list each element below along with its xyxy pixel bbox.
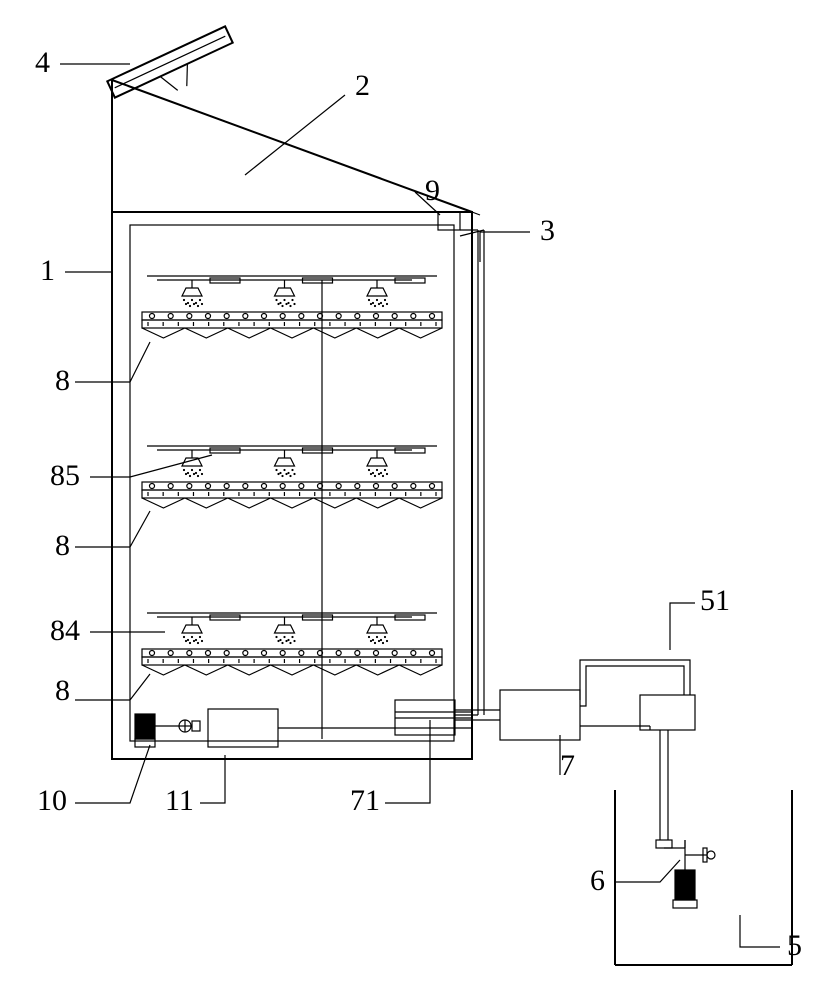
schematic-diagram: 1 2 3 4 5 6 7 8 8 8 9 10 11 51 71 84 85	[0, 0, 829, 1000]
label-8: 8	[55, 529, 70, 562]
label-85: 85	[50, 459, 80, 492]
label-9: 9	[425, 174, 440, 207]
label-7: 7	[560, 749, 575, 782]
label-10: 10	[37, 784, 67, 817]
label-2: 2	[355, 69, 370, 102]
label-84: 84	[50, 614, 80, 647]
label-51: 51	[700, 584, 730, 617]
label-1: 1	[40, 254, 55, 287]
label-5: 5	[787, 929, 802, 962]
label-8: 8	[55, 674, 70, 707]
label-71: 71	[350, 784, 380, 817]
label-11: 11	[165, 784, 194, 817]
label-8: 8	[55, 364, 70, 397]
label-4: 4	[35, 46, 50, 79]
label-6: 6	[590, 864, 605, 897]
label-3: 3	[540, 214, 555, 247]
